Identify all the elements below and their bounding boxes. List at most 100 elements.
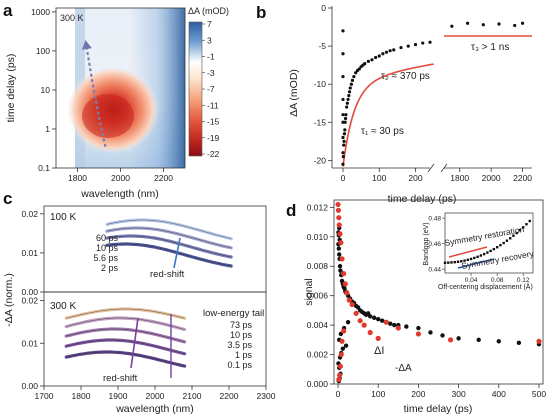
top-legend: 60 ps 10 ps 5.6 ps 2 ps [93, 233, 118, 273]
x-tick-label: 500 [532, 389, 546, 399]
inset-point [489, 249, 492, 253]
top-temperature-label: 100 K [50, 212, 76, 223]
delta-i-point [367, 329, 373, 336]
data-point [399, 46, 403, 50]
delta-i-point [536, 338, 542, 344]
y-tick-label: 0.02 [21, 296, 38, 306]
data-point [345, 105, 349, 109]
panel-label-b: b [256, 3, 266, 22]
legend-bottom-3.5ps: 3.5 ps [227, 340, 252, 350]
x-tick-label: 100 [371, 389, 385, 399]
data-point [341, 151, 345, 155]
colorbar-tick-label: -22 [207, 149, 220, 159]
inset-point [505, 239, 509, 242]
y-tick-label: 0.008 [307, 261, 329, 271]
inset-point [512, 234, 515, 237]
inset-points [443, 219, 531, 264]
delta-a-point [371, 315, 377, 320]
spectrum-top-3 [105, 242, 233, 268]
delta-a-point [380, 318, 385, 323]
colorbar-gradient [188, 21, 203, 157]
data-point [346, 97, 350, 102]
inset-y-tick-label: 0.48 [428, 216, 441, 223]
delta-a-point [343, 343, 349, 348]
spectrum-bottom-1-line [66, 317, 185, 330]
y-tick-label: 1000 [31, 7, 50, 17]
data-point [348, 86, 352, 90]
delta-a-point [440, 333, 445, 338]
inset-point [528, 219, 531, 223]
inset-x-tick-label: 0.08 [491, 277, 504, 284]
panel-c-y-axis-label: -ΔA (norm.) [3, 273, 15, 327]
delta-i-label: ΔI [374, 345, 384, 357]
colorbar-tick-label: -19 [207, 133, 220, 143]
data-point [520, 21, 525, 25]
inset-background [424, 206, 536, 284]
delta-i-point [349, 301, 355, 308]
y-tick-label: -10 [314, 79, 327, 89]
x-tick-label: 2200 [220, 391, 239, 401]
heatmap-x-axis-label: wavelength (nm) [80, 188, 159, 200]
panel-label-a: a [3, 1, 13, 20]
y-tick-label: 0.006 [307, 291, 329, 301]
fit-curve [342, 63, 434, 167]
tau1-label: τ₁ ≈ 30 ps [361, 126, 404, 137]
bottom-red-shift-label: red-shift [103, 373, 138, 384]
legend-bottom-0.1ps: 0.1 ps [227, 360, 252, 370]
delta-a-point [416, 325, 421, 331]
data-point [421, 41, 425, 45]
panel-d-x-axis-label: time delay (ps) [404, 403, 473, 415]
x-tick-label: 2000 [111, 173, 130, 183]
inset: 0.04 0.08 0.120.440.460.48 Symmetry restor… [423, 206, 536, 291]
data-point [388, 49, 392, 53]
delta-a-point [456, 336, 461, 341]
delta-i-point [337, 231, 343, 237]
data-point [384, 50, 389, 54]
temperature-label: 300 K [60, 13, 84, 23]
data-point [513, 23, 517, 28]
y-tick-label: 0.004 [307, 320, 329, 330]
x-tick-label: 400 [492, 389, 506, 399]
data-point [357, 67, 361, 71]
inset-point [525, 223, 528, 226]
panel-d-x-ticks: 0 100 200 300 400 500 [336, 384, 546, 399]
panel-a: a 300 K 0.1 1 10 100 1000 1800 2000 2200 time … [3, 1, 229, 200]
delta-i-point [339, 338, 345, 344]
y-tick-label: -15 [314, 117, 327, 127]
legend-top-2ps: 2 ps [101, 263, 119, 273]
delta-i-point [395, 325, 401, 331]
panel-c-top-spectra [105, 218, 233, 268]
data-point [465, 21, 470, 25]
panel-b: b 0 -5 -10 -15 -20 0 100 200 1800 2000 2200 τ₂ ≈ … [256, 3, 532, 205]
inset-point [499, 243, 502, 247]
panel-label-c: c [3, 189, 12, 208]
delta-i-point [335, 201, 341, 208]
top-red-shift-label: red-shift [150, 269, 185, 280]
panel-b-x-ticks: 0 100 200 1800 2000 2200 [341, 168, 532, 183]
y-tick-label: 100 [36, 46, 50, 56]
data-point [363, 62, 367, 66]
panel-c-x-axis-label: wavelength (nm) [115, 403, 194, 415]
spectrum-top-2-line [106, 235, 232, 258]
inset-x-tick-label: 0.04 [465, 277, 478, 284]
peak-shift-arrowhead [81, 40, 92, 50]
x-tick-label: 200 [408, 173, 422, 183]
data-point [352, 74, 356, 79]
inset-point [447, 261, 450, 264]
x-tick-label: 2000 [146, 391, 165, 401]
delta-i-point [337, 372, 343, 378]
delta-a-point [340, 346, 346, 351]
data-point [342, 132, 347, 136]
data-point [341, 162, 345, 166]
panel-b-x-axis-label: time delay (ps) [388, 193, 457, 205]
x-tick-label: 0 [341, 173, 346, 183]
delta-a-point [428, 330, 433, 335]
delta-i-point [335, 207, 342, 213]
y-tick-label: -5 [318, 41, 326, 51]
colorbar-tick-label: -7 [207, 84, 215, 94]
inset-point [476, 255, 479, 258]
colorbar-tick-label: 7 [207, 19, 212, 29]
inset-point [515, 231, 518, 235]
heatmap-y-axis-label: time delay (ps) [5, 54, 17, 123]
delta-i-point [415, 331, 422, 337]
